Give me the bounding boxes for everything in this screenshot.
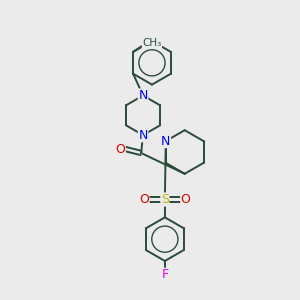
Text: O: O: [139, 193, 149, 206]
Text: CH₃: CH₃: [142, 38, 162, 48]
Text: O: O: [181, 193, 190, 206]
Text: N: N: [138, 89, 148, 102]
Text: O: O: [115, 142, 125, 155]
Text: N: N: [138, 129, 148, 142]
Text: S: S: [161, 193, 169, 206]
Text: F: F: [161, 268, 168, 281]
Text: N: N: [161, 135, 170, 148]
